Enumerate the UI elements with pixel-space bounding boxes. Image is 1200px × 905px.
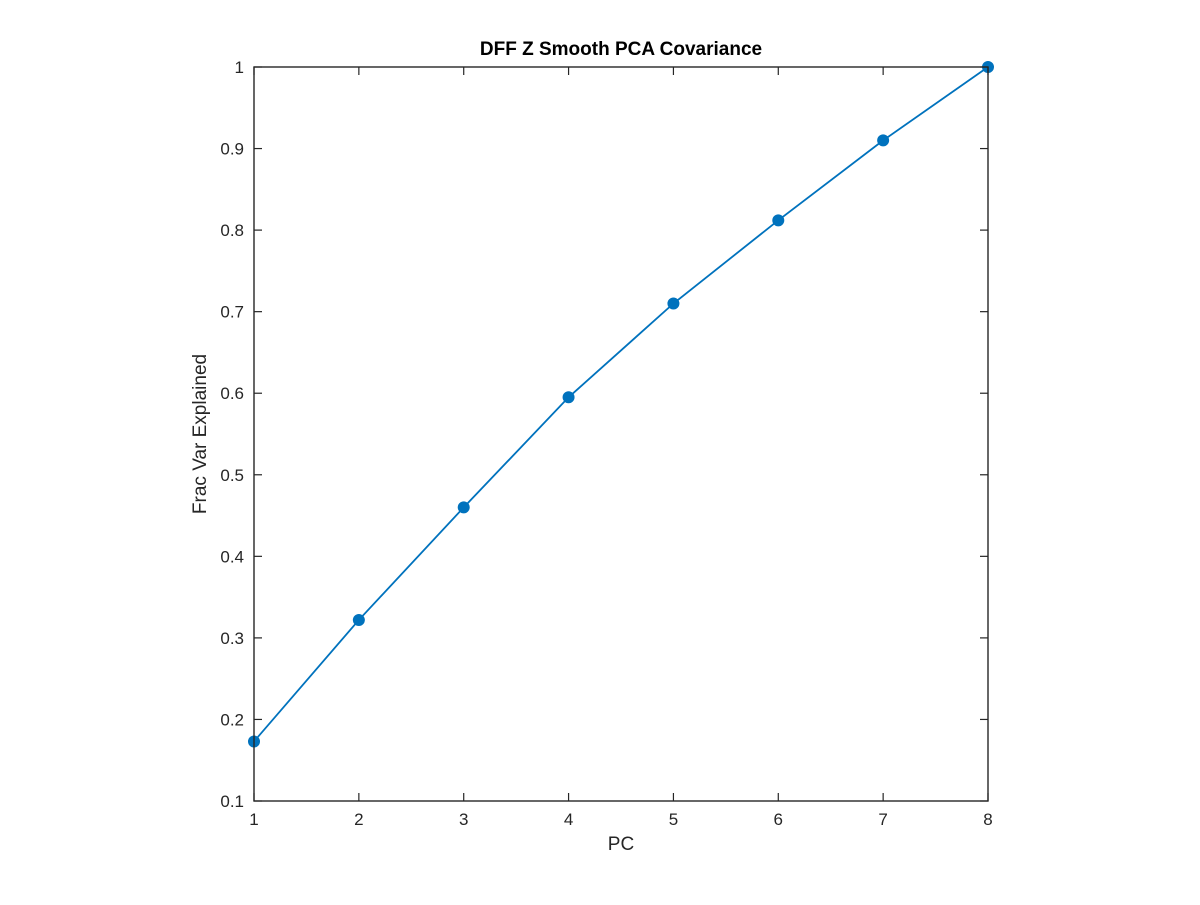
x-tick-label: 2 [354, 810, 363, 829]
y-tick-label: 0.5 [220, 466, 244, 485]
x-tick-label: 3 [459, 810, 468, 829]
y-tick-label: 1 [235, 58, 244, 77]
x-tick-label: 6 [774, 810, 783, 829]
x-tick-label: 1 [249, 810, 258, 829]
y-tick-label: 0.4 [220, 547, 244, 566]
data-point [352, 613, 365, 626]
data-point [562, 391, 575, 404]
y-axis-label: Frac Var Explained [190, 354, 211, 514]
chart-title: DFF Z Smooth PCA Covariance [480, 39, 762, 60]
y-axis: 0.1 0.2 0.3 0.4 0.5 0.6 0.7 0.8 0.9 1 [220, 58, 988, 811]
y-tick-label: 0.2 [220, 710, 244, 729]
y-tick-label: 0.3 [220, 629, 244, 648]
y-tick-label: 0.8 [220, 221, 244, 240]
data-point [772, 214, 785, 227]
x-tick-label: 8 [983, 810, 992, 829]
x-axis: 1 2 3 4 5 6 7 8 [249, 67, 993, 829]
data-point [877, 134, 890, 147]
y-tick-label: 0.6 [220, 384, 244, 403]
series-line [253, 66, 989, 743]
data-point [457, 501, 470, 514]
data-point [667, 297, 680, 310]
plot-area [248, 61, 994, 748]
y-tick-label: 0.7 [220, 303, 244, 322]
y-tick-label: 0.9 [220, 140, 244, 159]
x-axis-label: PC [608, 834, 634, 855]
x-tick-label: 5 [669, 810, 678, 829]
x-tick-label: 4 [564, 810, 573, 829]
x-tick-label: 7 [878, 810, 887, 829]
y-tick-label: 0.1 [220, 792, 244, 811]
axes-box [253, 66, 989, 802]
